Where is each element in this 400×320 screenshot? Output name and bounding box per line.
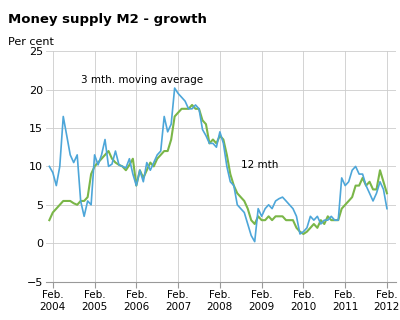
Text: Per cent: Per cent [8,37,54,47]
Text: 3 mth. moving average: 3 mth. moving average [81,76,203,85]
Text: 12 mth: 12 mth [241,160,278,170]
Text: Money supply M2 - growth: Money supply M2 - growth [8,13,207,26]
